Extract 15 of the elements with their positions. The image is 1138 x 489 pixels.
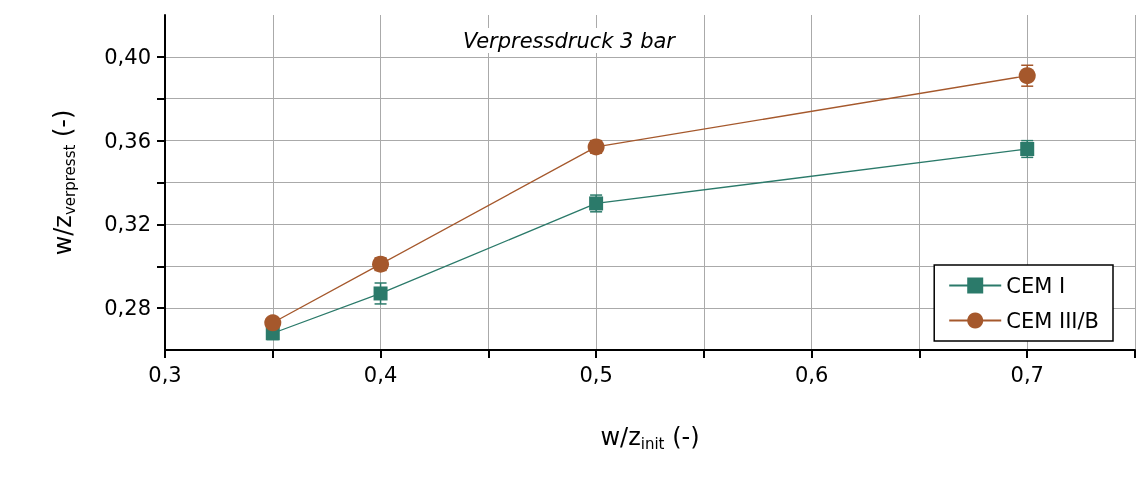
annotation: Verpressdruck 3 bar (463, 28, 677, 53)
x-tick-label: 0,6 (794, 362, 829, 387)
point (264, 314, 282, 332)
legend-label: CEM III/B (1006, 308, 1100, 333)
x-tick-label: 0,7 (1010, 362, 1044, 387)
x-tick-label: 0,4 (363, 362, 398, 387)
y-tick-label: 0,40 (104, 44, 151, 69)
point (373, 286, 388, 301)
y-tick-label: 0,36 (104, 128, 151, 153)
x-tick-label: 0,3 (148, 362, 182, 387)
legend-label: CEM I (1006, 273, 1066, 298)
x-tick-label: 0,5 (579, 362, 613, 387)
y-tick-label: 0,32 (104, 212, 151, 237)
y-axis-title: w/zverpresst (-) (48, 109, 79, 256)
y-tick-label: 0,28 (104, 296, 151, 321)
